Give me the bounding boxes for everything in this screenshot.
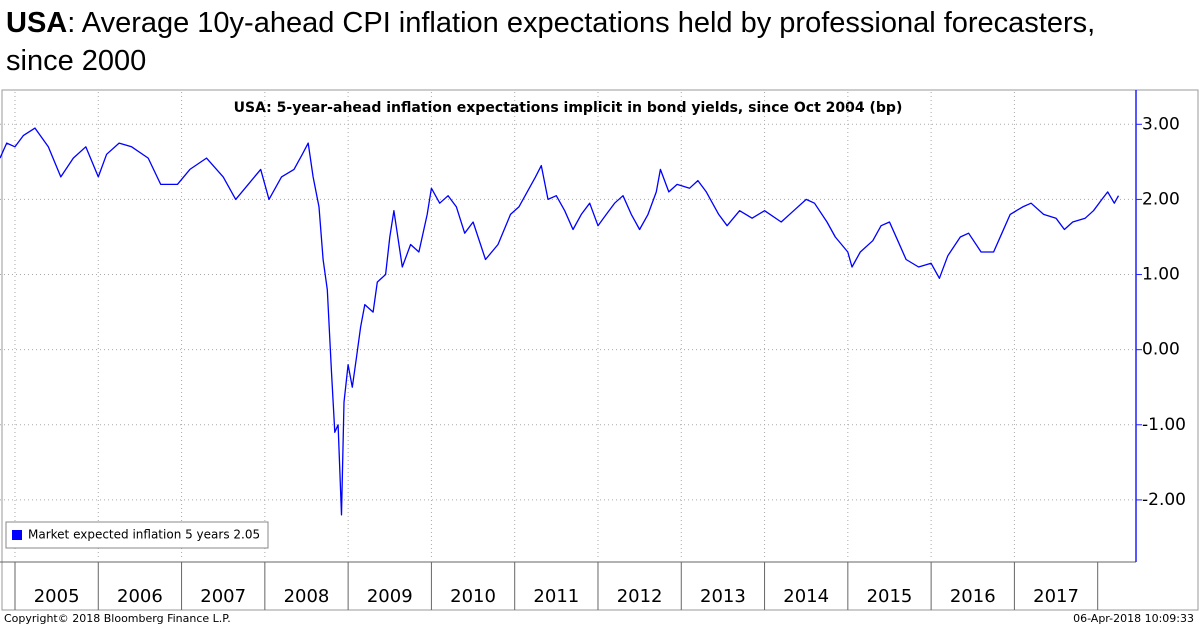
x-tick-label: 2007 [200,586,246,607]
legend-box [5,521,269,549]
x-tick-label: 2010 [450,586,496,607]
x-tick-label: 2011 [533,586,579,607]
x-tick-label: 2013 [700,586,746,607]
x-tick-label: 2008 [284,586,330,607]
y-tick-label: 2.00 [1142,189,1180,209]
x-tick-label: 2014 [783,586,829,607]
title-line: USA: Average 10y-ahead CPI inflation exp… [6,4,1095,42]
footer-right: 06-Apr-2018 10:09:33 [1073,612,1194,625]
x-tick-label: 2006 [117,586,163,607]
x-tick-label: 2012 [617,586,663,607]
legend-label: Market expected inflation 5 years 2.05 [28,528,260,542]
legend-swatch [12,530,22,540]
y-tick-label: 1.00 [1142,265,1180,285]
y-tick-label: 3.00 [1142,114,1180,134]
title-line2: since 2000 [6,45,147,77]
series-line [0,127,1120,516]
title-rest: : Average 10y-ahead CPI inflation expect… [67,7,1096,39]
footer-left: Copyright© 2018 Bloomberg Finance L.P. [4,612,231,625]
frame [1,89,1199,611]
page-title: USA: Average 10y-ahead CPI inflation exp… [6,4,1095,80]
y-tick-label: -1.00 [1142,415,1186,435]
x-tick-label: 2016 [950,586,996,607]
y-tick-label: -2.00 [1142,490,1186,510]
y-tick-label: 0.00 [1142,340,1180,360]
x-tick-label: 2005 [34,586,80,607]
chart-title: USA: 5-year-ahead inflation expectations… [234,100,903,116]
x-tick-label: 2015 [867,586,913,607]
x-tick-label: 2017 [1033,586,1079,607]
x-tick-label: 2009 [367,586,413,607]
title-bold: USA [6,7,68,39]
